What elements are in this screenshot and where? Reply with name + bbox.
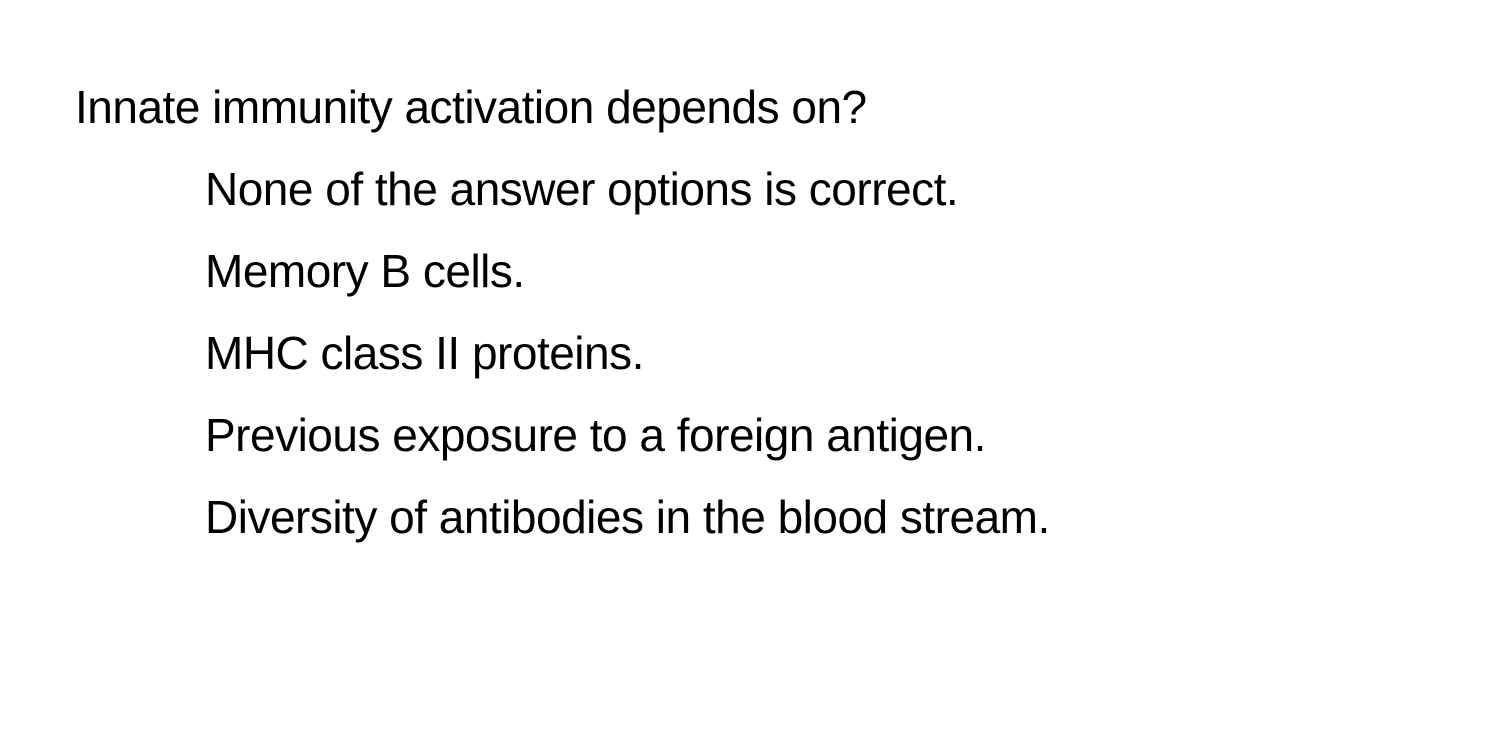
answer-option: None of the answer options is correct.	[205, 162, 1425, 216]
answer-option: MHC class II proteins.	[205, 326, 1425, 380]
answer-option: Memory B cells.	[205, 244, 1425, 298]
answer-option: Previous exposure to a foreign antigen.	[205, 408, 1425, 462]
answer-options-list: None of the answer options is correct. M…	[75, 162, 1425, 544]
answer-option: Diversity of antibodies in the blood str…	[205, 490, 1425, 544]
question-prompt: Innate immunity activation depends on?	[75, 80, 1425, 134]
